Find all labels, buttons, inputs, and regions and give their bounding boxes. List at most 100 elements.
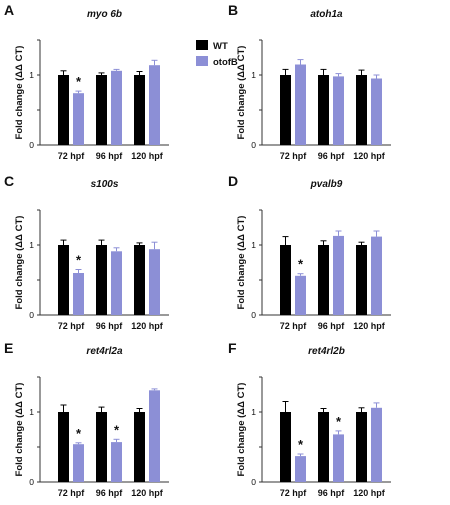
- bar-otofb: [111, 251, 122, 315]
- significance-star: *: [298, 437, 304, 452]
- bar-wt: [58, 75, 69, 145]
- panel-letter: F: [228, 340, 237, 356]
- x-tick-label: 72 hpf: [58, 488, 86, 498]
- bar-wt: [134, 412, 145, 482]
- x-tick-label: 120 hpf: [131, 488, 164, 498]
- x-tick-label: 120 hpf: [353, 488, 386, 498]
- bar-otofb: [149, 65, 160, 145]
- bar-wt: [96, 75, 107, 145]
- x-tick-label: 72 hpf: [280, 321, 308, 331]
- bar-otofb: [371, 79, 382, 146]
- legend-swatch-wt: [196, 40, 208, 50]
- x-tick-label: 72 hpf: [280, 151, 308, 161]
- y-tick-label: 1: [29, 240, 34, 250]
- y-axis-label: Fold change (ΔΔ CT): [14, 216, 25, 310]
- bar-otofb: [333, 434, 344, 482]
- x-tick-label: 120 hpf: [353, 321, 386, 331]
- significance-star: *: [76, 74, 82, 89]
- y-tick-label: 1: [29, 70, 34, 80]
- bar-wt: [318, 245, 329, 315]
- bar-otofb: [73, 93, 84, 145]
- bar-otofb: [149, 390, 160, 482]
- x-tick-label: 72 hpf: [280, 488, 308, 498]
- x-tick-label: 72 hpf: [58, 321, 86, 331]
- panel-letter: C: [4, 173, 14, 189]
- bar-otofb: [371, 237, 382, 315]
- x-tick-label: 120 hpf: [131, 321, 164, 331]
- panel-title: s100s: [91, 179, 119, 190]
- x-tick-label: 72 hpf: [58, 151, 86, 161]
- y-tick-label: 1: [251, 240, 256, 250]
- y-axis-label: Fold change (ΔΔ CT): [236, 46, 247, 140]
- bar-otofb: [333, 236, 344, 315]
- bar-wt: [318, 412, 329, 482]
- bar-wt: [134, 75, 145, 145]
- panel-title: atoh1a: [310, 9, 343, 20]
- bar-otofb: [295, 456, 306, 482]
- legend-label-wt: WT: [213, 41, 228, 52]
- significance-star: *: [114, 422, 120, 437]
- panel-letter: E: [4, 340, 13, 356]
- y-axis-label: Fold change (ΔΔ CT): [236, 216, 247, 310]
- bar-wt: [280, 245, 291, 315]
- y-tick-label: 1: [29, 407, 34, 417]
- y-axis-label: Fold change (ΔΔ CT): [14, 46, 25, 140]
- bar-wt: [356, 412, 367, 482]
- x-tick-label: 96 hpf: [96, 488, 124, 498]
- x-tick-label: 120 hpf: [131, 151, 164, 161]
- bar-wt: [58, 412, 69, 482]
- bar-wt: [356, 245, 367, 315]
- x-tick-label: 96 hpf: [318, 488, 346, 498]
- significance-star: *: [76, 426, 82, 441]
- x-tick-label: 120 hpf: [353, 151, 386, 161]
- y-tick-label: 1: [251, 407, 256, 417]
- panel-letter: B: [228, 2, 238, 18]
- y-tick-label: 0: [29, 310, 34, 320]
- significance-star: *: [76, 253, 82, 268]
- panel-letter: D: [228, 173, 238, 189]
- bar-otofb: [371, 408, 382, 482]
- bar-wt: [280, 412, 291, 482]
- bar-otofb: [73, 444, 84, 482]
- panel-title: ret4rl2b: [308, 346, 345, 357]
- y-axis-label: Fold change (ΔΔ CT): [236, 383, 247, 477]
- bar-otofb: [149, 249, 160, 315]
- bar-otofb: [295, 65, 306, 146]
- x-tick-label: 96 hpf: [318, 151, 346, 161]
- bar-otofb: [295, 276, 306, 315]
- bar-wt: [134, 245, 145, 315]
- y-tick-label: 0: [29, 140, 34, 150]
- bar-otofb: [73, 273, 84, 315]
- panel-title: pvalb9: [310, 179, 343, 190]
- y-axis-label: Fold change (ΔΔ CT): [14, 383, 25, 477]
- bar-wt: [96, 412, 107, 482]
- x-tick-label: 96 hpf: [96, 321, 124, 331]
- y-tick-label: 1: [251, 70, 256, 80]
- panel-letter: A: [4, 2, 14, 18]
- x-tick-label: 96 hpf: [96, 151, 124, 161]
- y-tick-label: 0: [251, 477, 256, 487]
- bar-otofb: [111, 442, 122, 482]
- panel-title: myo 6b: [87, 9, 122, 20]
- legend-swatch-otofb: [196, 56, 208, 66]
- significance-star: *: [336, 414, 342, 429]
- bar-wt: [96, 245, 107, 315]
- y-tick-label: 0: [29, 477, 34, 487]
- bar-wt: [356, 75, 367, 145]
- significance-star: *: [298, 257, 304, 272]
- bar-wt: [280, 75, 291, 145]
- bar-wt: [318, 75, 329, 145]
- legend: WT otofB: [196, 40, 238, 68]
- y-tick-label: 0: [251, 140, 256, 150]
- bar-wt: [58, 245, 69, 315]
- bar-otofb: [333, 76, 344, 145]
- panel-title: ret4rl2a: [86, 346, 123, 357]
